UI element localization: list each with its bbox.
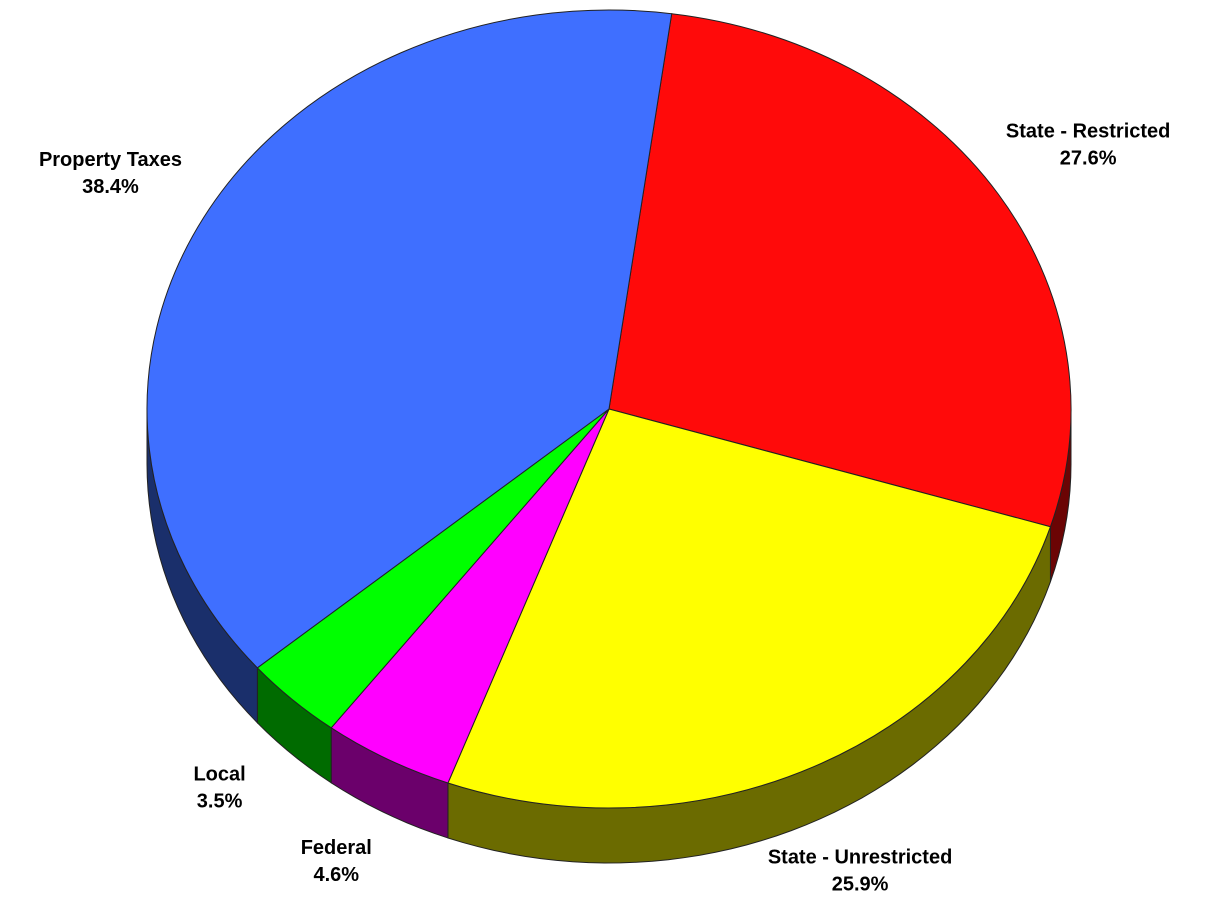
pie-slice [146, 9, 673, 669]
slice-value-label: 38.4% [82, 176, 139, 198]
slice-value-label: 25.9% [832, 874, 889, 896]
slice-value-label: 4.6% [313, 864, 359, 886]
pie-slice [608, 13, 1072, 528]
slice-label: Local [193, 764, 245, 786]
slice-label: Federal [301, 837, 372, 859]
slice-value-label: 3.5% [197, 791, 243, 813]
slice-label: State - Unrestricted [768, 847, 953, 869]
slice-label: State - Restricted [1006, 120, 1171, 142]
slice-value-label: 27.6% [1060, 147, 1117, 169]
slice-label: Property Taxes [39, 149, 182, 171]
pie-slice [447, 408, 1052, 809]
